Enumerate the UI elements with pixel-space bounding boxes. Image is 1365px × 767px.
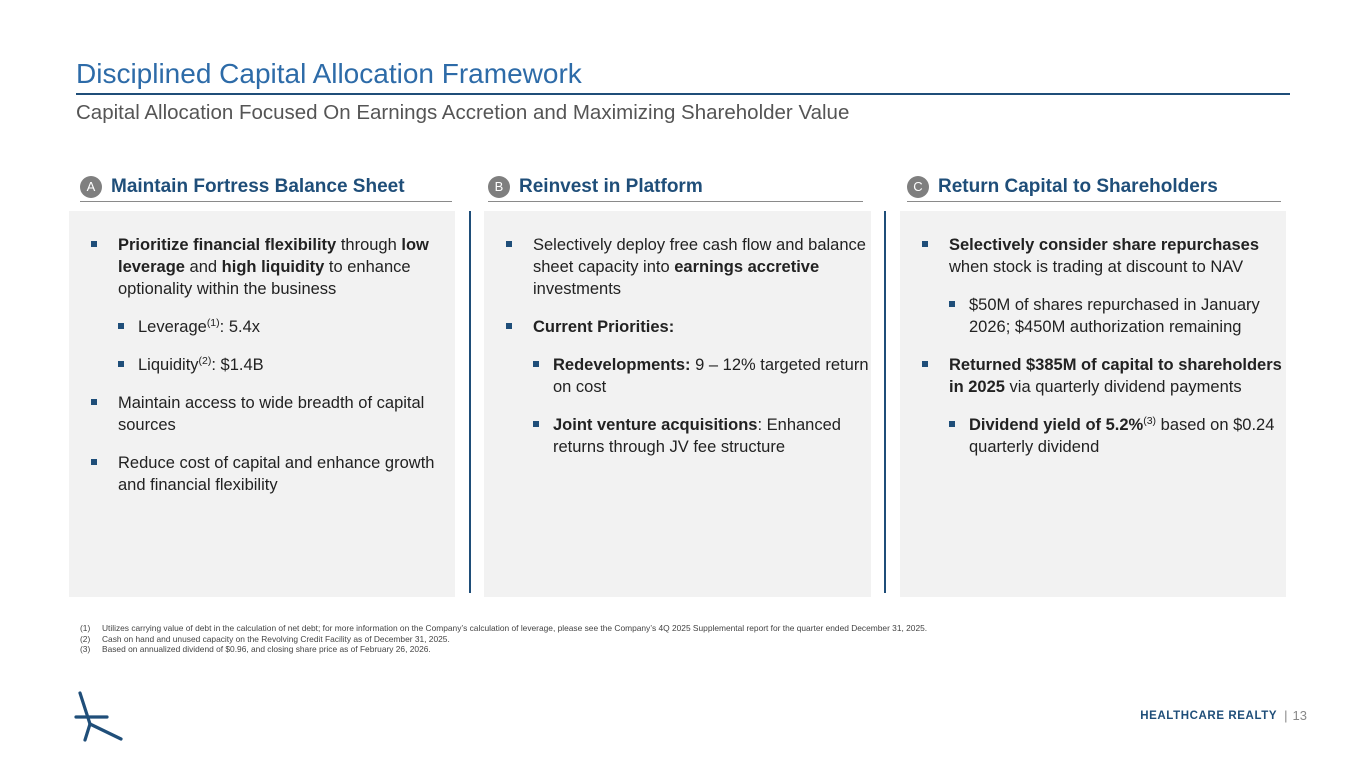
list-item: Selectively consider share repurchases w… [900,234,1286,278]
badge-b: B [488,175,510,198]
column-b-header: B Reinvest in Platform [488,172,863,202]
list-subitem: Liquidity(2): $1.4B [69,354,455,376]
column-c-panel: Selectively consider share repurchases w… [900,211,1286,597]
list-item: Reduce cost of capital and enhance growt… [69,452,455,496]
badge-c: C [907,175,929,198]
list-subitem: Leverage(1): 5.4x [69,316,455,338]
footer-brand: HEALTHCARE REALTY | 13 [1140,708,1307,723]
list-subitem: Joint venture acquisitions: Enhanced ret… [484,414,871,458]
column-c-heading: Return Capital to Shareholders [938,175,1218,197]
footnotes: (1) Utilizes carrying value of debt in th… [80,623,927,655]
footer-separator: | [1284,708,1288,723]
list-subitem: Dividend yield of 5.2%(3) based on $0.24… [900,414,1286,458]
column-divider [884,211,886,593]
page-number: 13 [1292,708,1307,723]
slide-title: Disciplined Capital Allocation Framework [76,58,582,89]
footnote: (2) Cash on hand and unused capacity on t… [80,633,450,644]
column-c-header: C Return Capital to Shareholders [907,172,1281,202]
badge-a: A [80,175,102,198]
list-item: Maintain access to wide breadth of capit… [69,392,455,436]
column-b-heading: Reinvest in Platform [519,175,703,197]
title-rule [76,93,1290,95]
healthcare-realty-logo-icon [74,691,123,742]
list-subitem: $50M of shares repurchased in January 20… [900,294,1286,338]
list-subitem: Redevelopments: 9 – 12% targeted return … [484,354,871,398]
brand-name: HEALTHCARE REALTY [1140,709,1278,722]
list-item: Prioritize financial flexibility through… [69,234,455,300]
list-item: Current Priorities: [484,316,871,338]
footnote: (1) Utilizes carrying value of debt in th… [80,623,928,633]
footnote: (3) Based on annualized dividend of $0.96… [80,644,431,654]
column-a-heading: Maintain Fortress Balance Sheet [111,175,405,197]
column-a-header: A Maintain Fortress Balance Sheet [80,172,452,202]
column-a-panel: Prioritize financial flexibility through… [69,211,455,597]
column-divider [469,211,471,593]
column-b-panel: Selectively deploy free cash flow and ba… [484,211,871,597]
list-item: Returned $385M of capital to shareholder… [900,354,1286,398]
slide-subtitle: Capital Allocation Focused On Earnings A… [76,101,850,124]
list-item: Selectively deploy free cash flow and ba… [484,234,871,300]
